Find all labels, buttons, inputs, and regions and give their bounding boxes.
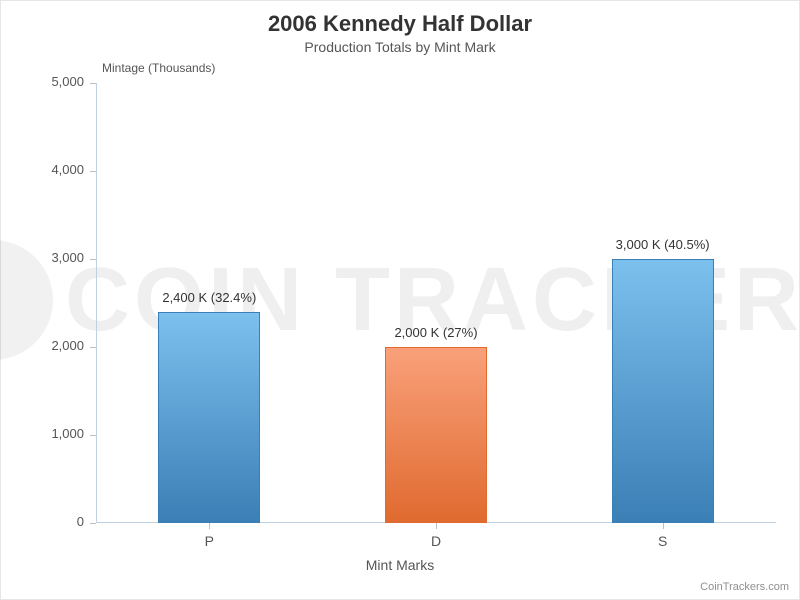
y-tick-label: 5,000 <box>51 74 84 89</box>
chart-container: COIN TRACKERS 2006 Kennedy Half Dollar P… <box>0 0 800 600</box>
chart-title: 2006 Kennedy Half Dollar <box>1 11 799 37</box>
y-tick-line <box>90 523 96 524</box>
bar-label-S: 3,000 K (40.5%) <box>583 237 743 252</box>
bar-label-D: 2,000 K (27%) <box>356 325 516 340</box>
y-tick-line <box>90 347 96 348</box>
y-axis-line <box>96 83 97 523</box>
y-tick-line <box>90 83 96 84</box>
y-tick-label: 1,000 <box>51 426 84 441</box>
chart-subtitle: Production Totals by Mint Mark <box>1 39 799 55</box>
y-tick-label: 4,000 <box>51 162 84 177</box>
x-axis-title: Mint Marks <box>1 557 799 573</box>
y-tick-label: 2,000 <box>51 338 84 353</box>
y-tick-line <box>90 435 96 436</box>
y-tick-line <box>90 259 96 260</box>
watermark-logo-circle <box>0 240 53 360</box>
x-tick-line <box>209 523 210 529</box>
y-tick-label: 3,000 <box>51 250 84 265</box>
y-tick-line <box>90 171 96 172</box>
bar-S[interactable] <box>612 259 714 523</box>
x-tick-label-S: S <box>633 533 693 549</box>
bar-P[interactable] <box>158 312 260 523</box>
y-axis-title: Mintage (Thousands) <box>102 61 215 75</box>
bar-D[interactable] <box>385 347 487 523</box>
x-tick-line <box>436 523 437 529</box>
y-tick-label: 0 <box>77 514 84 529</box>
credits: CoinTrackers.com <box>700 581 789 593</box>
bar-label-P: 2,400 K (32.4%) <box>129 290 289 305</box>
x-tick-label-P: P <box>179 533 239 549</box>
x-tick-line <box>663 523 664 529</box>
x-tick-label-D: D <box>406 533 466 549</box>
